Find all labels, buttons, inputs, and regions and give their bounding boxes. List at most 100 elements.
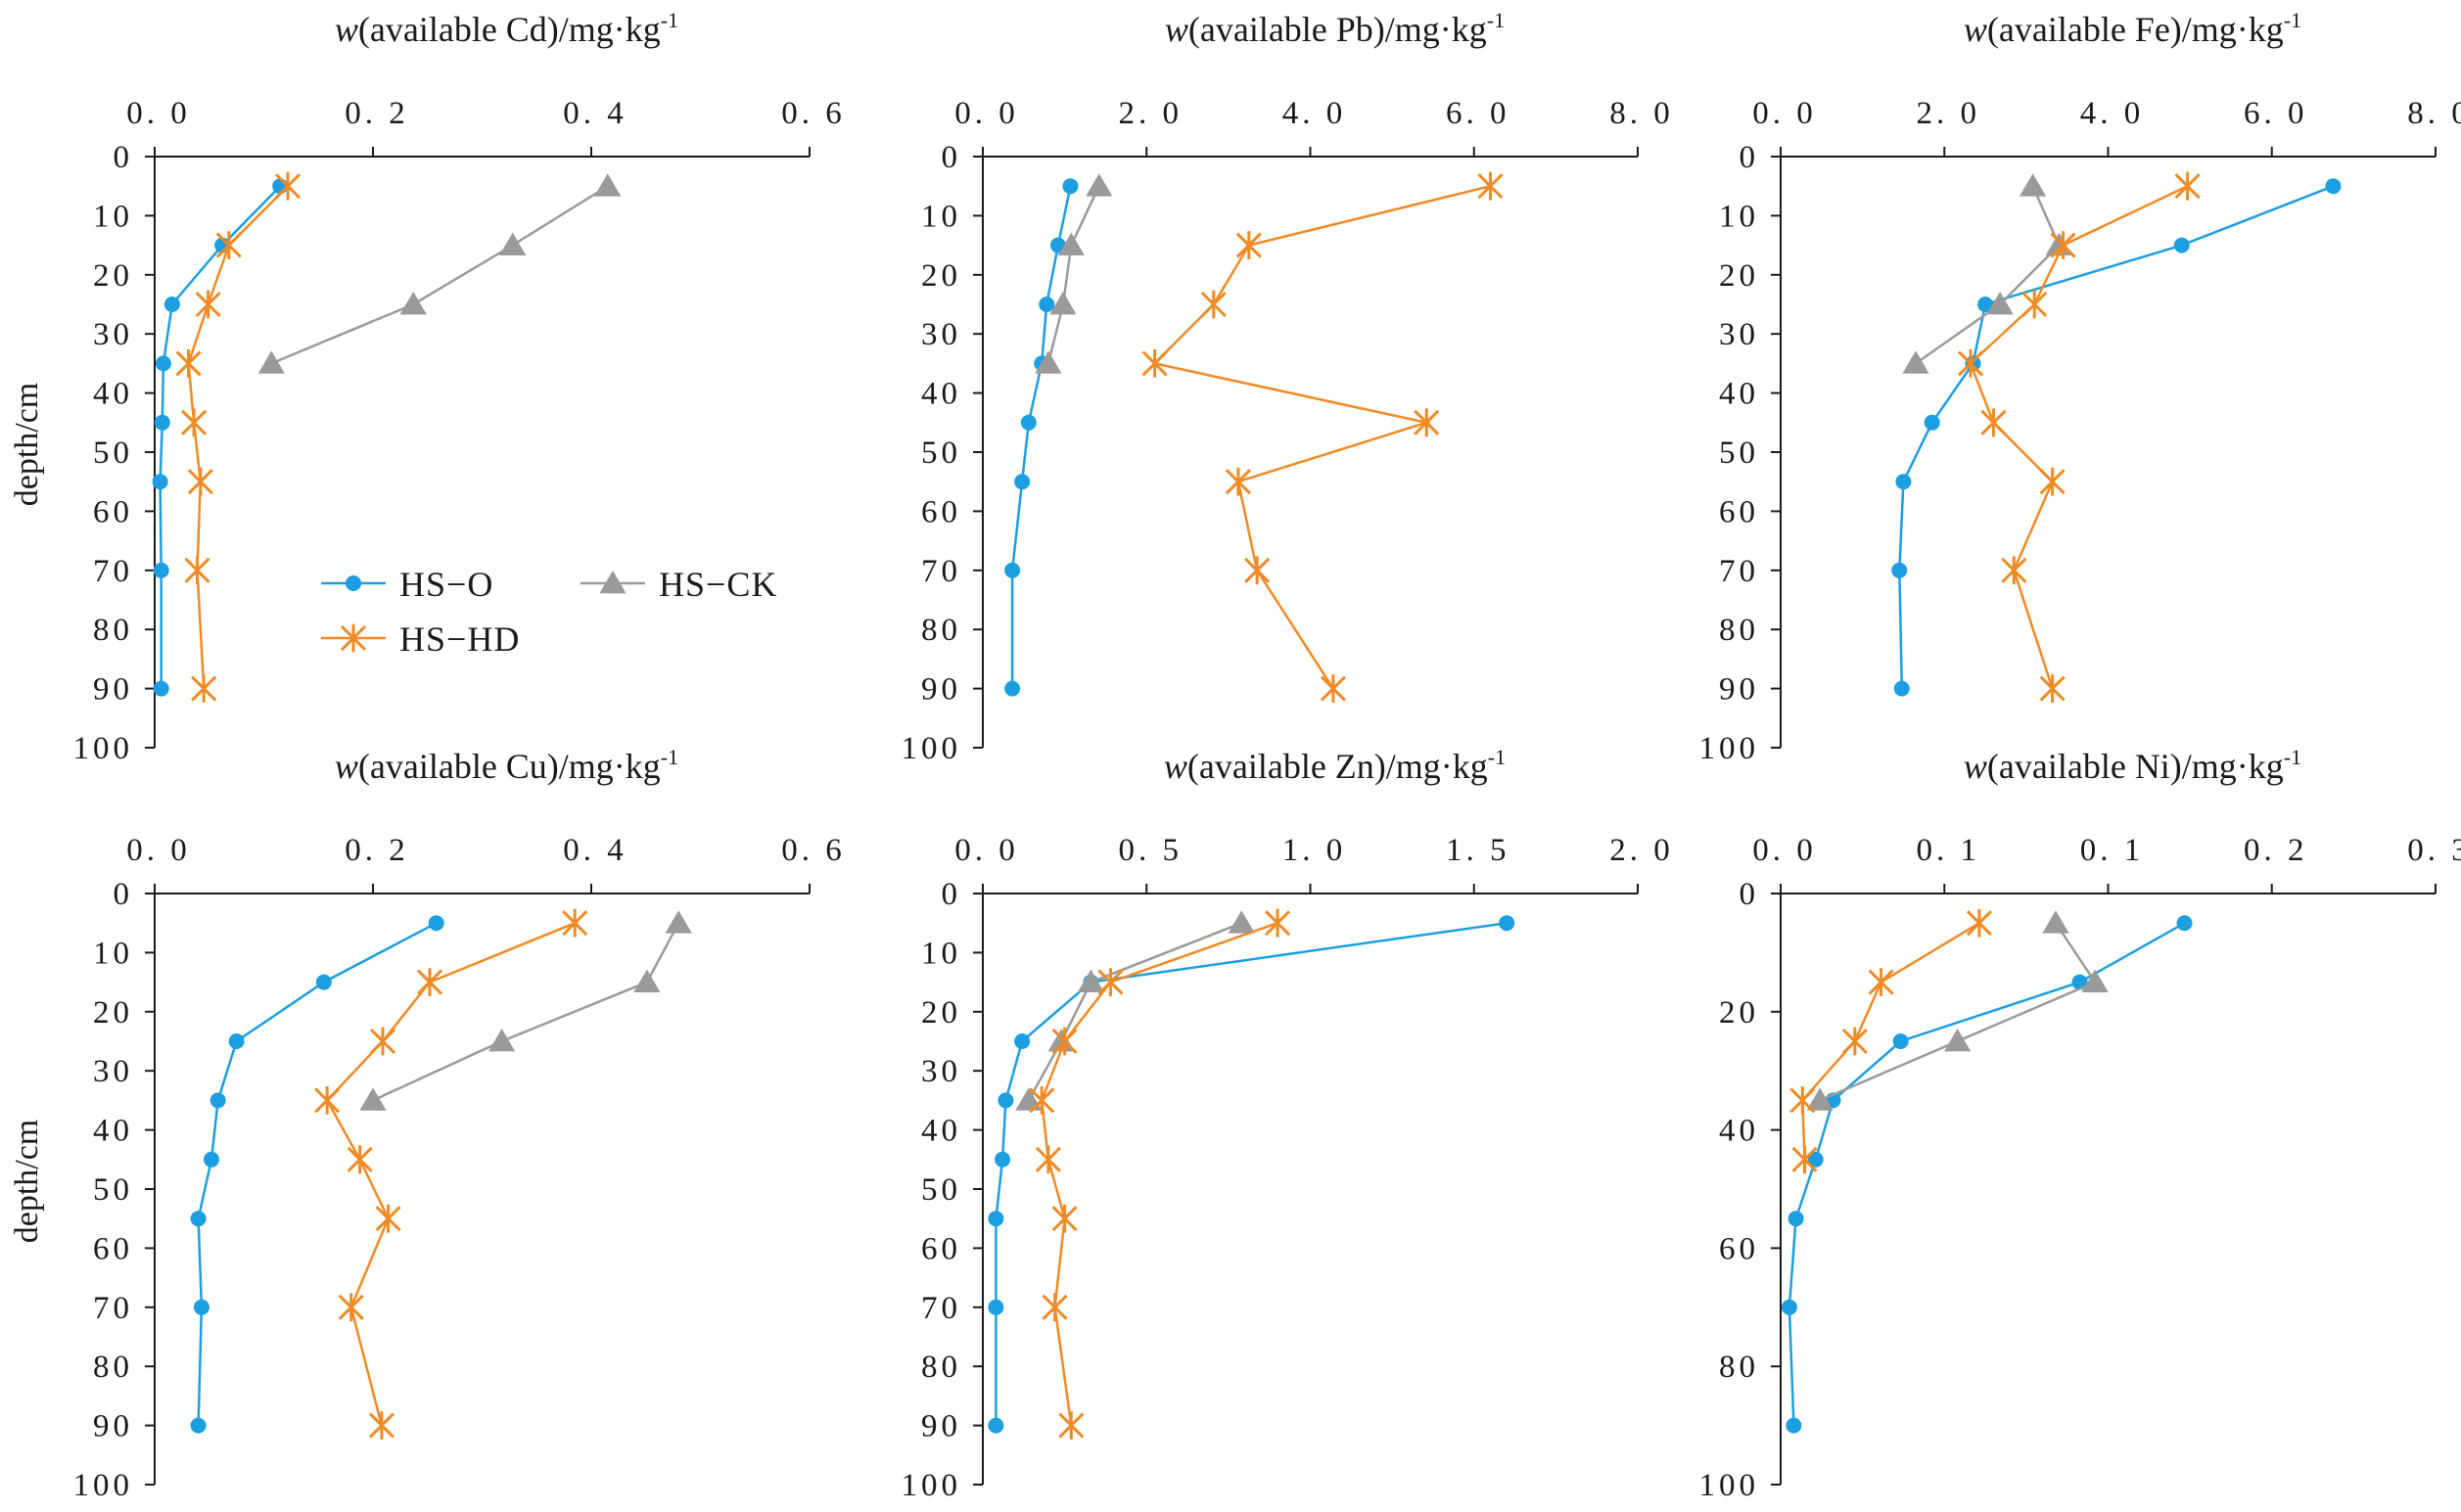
y-tick-label: 90 [921,672,961,708]
chart-title: w(available Pb)/mg·kg-1 [1165,8,1505,49]
data-point [1244,556,1271,585]
chart-title: w(available Cd)/mg·kg-1 [335,8,678,49]
data-point [1789,1086,1816,1115]
title-superscript: -1 [661,8,678,32]
data-point [1035,1145,1061,1174]
series-line [1819,922,2097,1102]
data-point [190,1211,207,1227]
data-point [152,474,168,490]
y-axis-label: depth/cm [9,1120,45,1244]
data-point [1051,1027,1078,1056]
series-HS-O [988,915,1515,1434]
y-tick-label: 30 [1719,317,1759,352]
series-HS-HD [1789,908,1992,1174]
data-point [1807,1151,1824,1168]
x-tick-label: 2. 0 [1917,96,1981,131]
data-point [375,1204,401,1233]
y-tick-label: 70 [93,1291,133,1326]
x-tick-label: 1. 5 [1446,833,1510,868]
data-point [1786,1417,1802,1434]
y-tick-label: 80 [921,613,961,648]
data-point [1051,1204,1078,1233]
x-tick-label: 4. 0 [2080,96,2145,131]
y-tick-label: 40 [93,377,133,412]
data-point [1891,562,1908,578]
data-point [988,1299,1004,1315]
chart-cu: w(available Cu)/mg·kg-1 0. 0 0. 2 0. 4 0. 6 0… [9,745,842,1503]
data-point [1966,908,1992,938]
series-line [197,922,438,1426]
x-tick-label: 0. 2 [2244,833,2308,868]
data-point [1029,1086,1055,1115]
x-tick-label: 0. 1 [1917,833,1981,868]
x-tick-label: 0. 0 [1752,96,1817,131]
data-point [2019,173,2047,197]
data-point [1077,969,1105,992]
y-tick-label: 30 [93,317,133,352]
data-point [190,1417,207,1434]
title-superscript: -1 [661,745,678,769]
y-tick-label: 50 [93,1172,133,1208]
data-point [1320,674,1346,703]
data-point [1035,350,1062,374]
chart-cd: w(available Cd)/mg·kg-10. 0 0. 2 0. 4 0. 60… [9,8,846,766]
series-line [1046,185,1100,364]
series-HS-CK [1806,910,2109,1111]
y-tick-label: 0 [942,140,962,175]
chart-title: w(available Cu)/mg·kg-1 [335,745,678,786]
data-point [272,178,289,195]
title-variable: w [335,747,358,786]
x-tick-label: 0. 0 [1752,833,1817,868]
data-point [2081,969,2109,992]
data-point [368,1411,395,1440]
data-point [1943,1029,1972,1052]
y-tick-label: 70 [921,554,961,589]
data-point [1039,297,1055,312]
data-point [209,1092,226,1109]
data-point [1062,178,1079,195]
data-point [1895,474,1912,490]
y-tick-label: 30 [93,1054,133,1089]
data-point [499,232,527,255]
data-point [1086,173,1113,197]
data-point [2173,237,2190,253]
data-point [1020,414,1037,431]
data-point [988,1417,1004,1434]
data-point [195,290,221,319]
data-point [416,968,443,996]
y-tick-label: 20 [93,995,133,1031]
data-point [1057,232,1085,255]
x-tick-label: 0. 6 [781,96,846,131]
y-tick-label: 100 [73,731,134,766]
y-tick-label: 40 [921,377,961,412]
title-text: (available Fe)/mg·kg [1987,10,2284,49]
x-tick-label: 2. 0 [1609,833,1674,868]
y-tick-label: 60 [1719,1231,1759,1266]
series-HS-HD [175,171,302,703]
y-tick-label: 60 [1719,494,1759,529]
y-tick-label: 0 [1740,140,1760,175]
series-HS-O [1004,178,1079,697]
legend-item-HS-HD: HS−HD [321,619,519,659]
data-point [2176,915,2193,932]
title-text: (available Cu)/mg·kg [358,747,661,786]
x-tick-label: 0. 0 [954,96,1019,131]
y-tick-label: 10 [921,936,961,971]
data-point [153,680,169,697]
data-point [1015,1087,1043,1111]
y-tick-label: 0 [942,877,962,912]
data-point [1014,474,1031,490]
data-point [203,1151,219,1168]
title-variable: w [1165,10,1188,49]
series-line [1010,185,1072,689]
data-point [1042,1293,1068,1322]
series-line [1152,184,1491,690]
data-point [1225,467,1251,496]
data-point [154,414,170,431]
data-point [1868,968,1894,996]
y-tick-label: 80 [921,1350,961,1385]
data-point [2039,467,2066,496]
title-variable: w [1964,10,1987,49]
data-point [2039,674,2066,703]
